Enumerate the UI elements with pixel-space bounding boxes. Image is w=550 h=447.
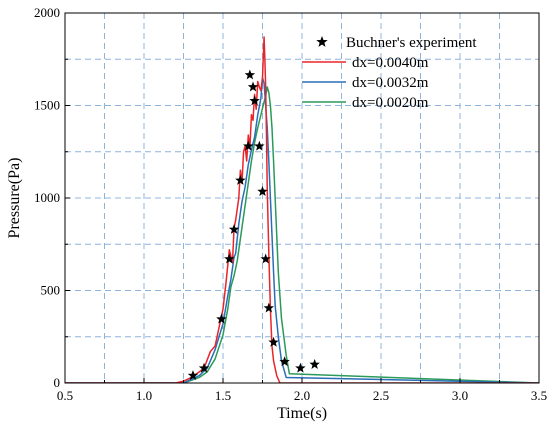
experiment-star-point	[268, 336, 279, 347]
experiment-star-point	[249, 95, 260, 106]
experiment-star-point	[243, 140, 254, 151]
x-tick-label: 2.5	[373, 388, 389, 403]
x-tick-label: 1.0	[136, 388, 152, 403]
legend-item-dx-0032: dx=0.0032m	[302, 75, 429, 91]
x-tick-label: 2.0	[294, 388, 310, 403]
experiment-star-point	[187, 370, 199, 381]
experiment-star-point	[260, 253, 271, 264]
legend-label-dx-0020: dx=0.0020m	[352, 95, 429, 111]
series-line-dx-0020	[65, 86, 539, 383]
legend-label-dx-0040: dx=0.0040m	[352, 55, 429, 71]
x-tick-label: 3.0	[452, 388, 468, 403]
legend-item-dx-0040: dx=0.0040m	[302, 55, 429, 71]
legend-item-dx-0020: dx=0.0020m	[302, 95, 429, 111]
grid-lines	[65, 13, 539, 383]
legend-marker-experiment	[316, 36, 328, 47]
experiment-star-point	[254, 140, 265, 151]
y-axis-title: Pressure(Pa)	[6, 158, 23, 239]
y-tick-label: 1000	[34, 190, 60, 205]
experiment-star-point	[279, 356, 290, 367]
x-tick-label: 3.5	[531, 388, 547, 403]
experiment-star-point	[228, 223, 240, 234]
experiment-star-point	[295, 362, 306, 373]
experiment-star-point	[235, 174, 246, 185]
legend: Buchner's experiment dx=0.0040m dx=0.003…	[302, 35, 477, 111]
experiment-star-point	[263, 302, 275, 313]
series-line-dx-0032	[65, 77, 539, 383]
experiment-star-point	[257, 186, 268, 196]
x-tick-label: 0.5	[57, 388, 73, 403]
experiment-star-point	[198, 362, 210, 373]
experiment-markers	[187, 69, 320, 381]
axis-ticks: 0.5 1.0 1.5 2.0 2.5 3.0 3.5 0 500 1000 1500 2000	[34, 5, 547, 403]
x-axis-title: Time(s)	[277, 405, 327, 422]
y-tick-label: 1500	[34, 98, 60, 113]
experiment-star-point	[216, 313, 227, 324]
legend-label-experiment: Buchner's experiment	[346, 35, 477, 51]
y-tick-label: 2000	[34, 5, 60, 20]
experiment-star-point	[224, 253, 235, 264]
experiment-star-point	[247, 81, 259, 92]
x-tick-label: 1.5	[215, 388, 231, 403]
y-tick-label: 0	[54, 375, 61, 390]
experiment-star-point	[244, 69, 256, 80]
experiment-star-point	[309, 359, 320, 369]
series-line-dx-0040	[65, 36, 539, 383]
plot-content	[65, 36, 539, 383]
legend-item-experiment: Buchner's experiment	[316, 35, 477, 51]
y-tick-label: 500	[41, 283, 61, 298]
legend-label-dx-0032: dx=0.0032m	[352, 75, 429, 91]
